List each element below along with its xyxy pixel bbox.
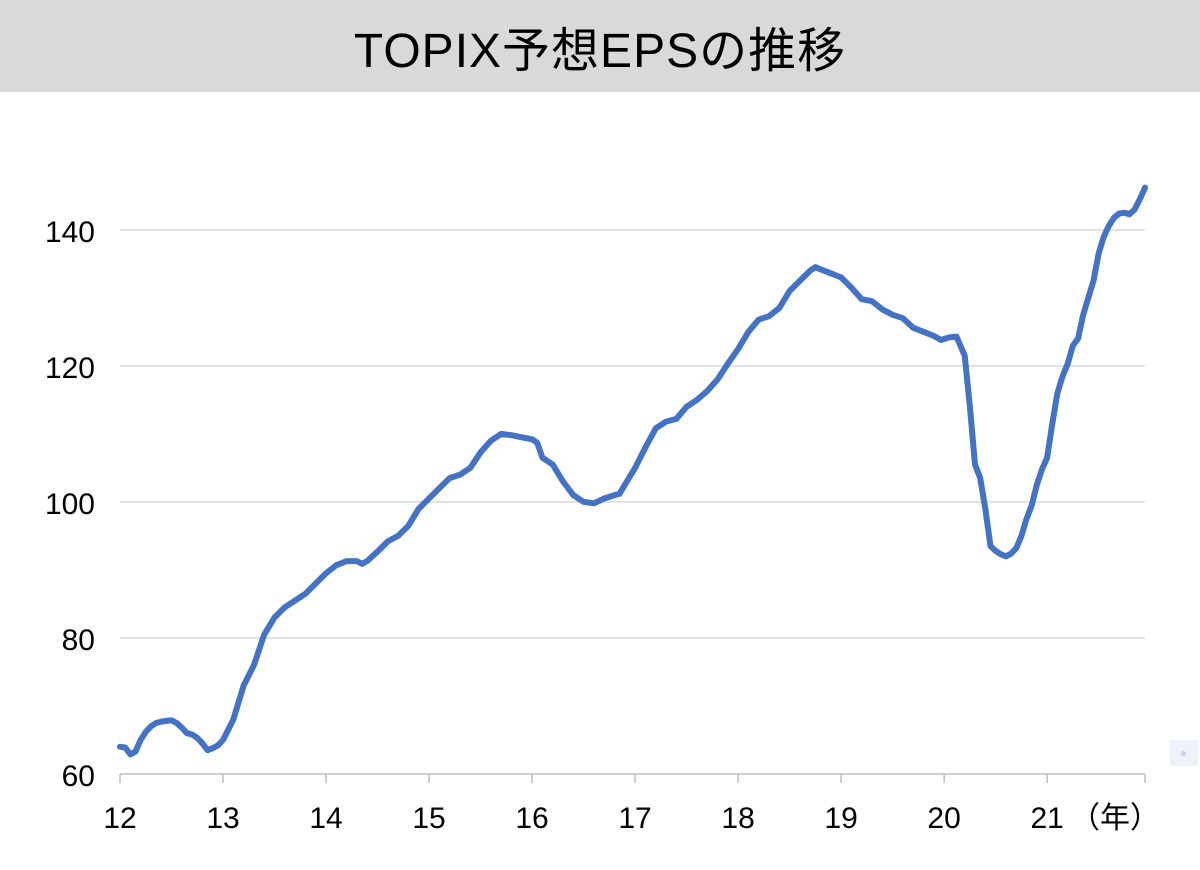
x-tick-label: 15 xyxy=(412,802,445,835)
x-tick-label: 14 xyxy=(309,802,342,835)
x-tick-label: 18 xyxy=(721,802,754,835)
axes xyxy=(119,773,1146,783)
y-tick-label: 80 xyxy=(62,624,95,657)
series-layer xyxy=(117,184,1148,758)
corner-marker xyxy=(1170,740,1198,766)
y-tick-label: 100 xyxy=(45,488,95,521)
tick-labels: 60 80 100 120 140 12 13 14 15 16 17 18 19 20 21 （年） xyxy=(45,216,1160,835)
chart-title: TOPIX予想EPSの推移 xyxy=(353,25,847,78)
corner-dot-icon xyxy=(1181,751,1186,756)
x-tick-label: 19 xyxy=(824,802,857,835)
x-tick-label: 16 xyxy=(515,802,548,835)
x-tick-label: 20 xyxy=(927,802,960,835)
title-bar: TOPIX予想EPSの推移 xyxy=(0,0,1200,92)
y-tick-label: 120 xyxy=(45,352,95,385)
y-tick-label: 60 xyxy=(62,760,95,793)
x-tick-label: 17 xyxy=(618,802,651,835)
series-line-0 xyxy=(117,184,1148,758)
x-tick-label: 12 xyxy=(103,802,136,835)
x-tick-label: 21 xyxy=(1030,802,1063,835)
x-axis-unit-label: （年） xyxy=(1070,802,1160,835)
y-tick-label: 140 xyxy=(45,216,95,249)
gridlines xyxy=(120,229,1145,639)
x-tick-label: 13 xyxy=(206,802,239,835)
